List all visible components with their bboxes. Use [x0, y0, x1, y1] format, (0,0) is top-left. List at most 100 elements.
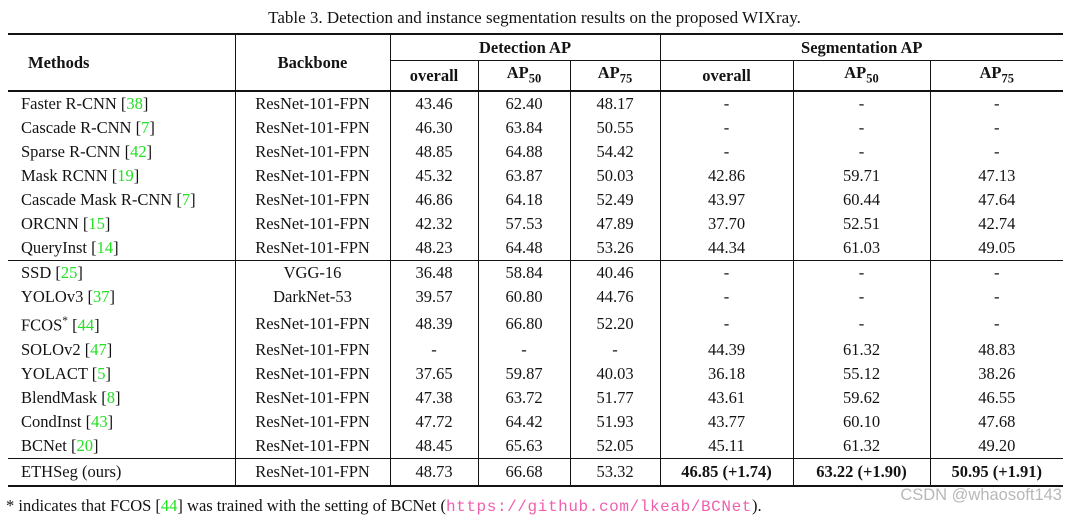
segmentation-ap-value: 43.77 — [660, 409, 794, 434]
method-cell: YOLACT [5] — [8, 361, 236, 386]
citation-number[interactable]: 44 — [160, 495, 178, 515]
detection-ap-value: 47.89 — [570, 212, 661, 237]
table-row: SSD [25] VGG-16 36.48 58.84 40.46- - - — [8, 260, 1064, 286]
backbone-cell: ResNet-101-FPN — [235, 212, 391, 237]
segmentation-ap-value: 59.71 — [793, 164, 931, 189]
citation-number[interactable]: 20 — [76, 435, 93, 455]
col-header-detection-ap50: AP50 — [478, 60, 571, 93]
table-row: CondInst [43] ResNet-101-FPN 47.72 64.42 51.… — [8, 409, 1063, 434]
method-name: Faster R-CNN — [21, 94, 117, 114]
citation-number[interactable]: 42 — [130, 142, 147, 162]
detection-ap-value: 48.45 — [390, 433, 479, 459]
table-row: Cascade R-CNN [7] ResNet-101-FPN 46.30 63.8… — [8, 116, 1063, 141]
segmentation-ap-value: - — [660, 91, 794, 117]
detection-ap-value: 48.85 — [390, 140, 479, 165]
segmentation-ap-value: 44.39 — [660, 337, 794, 362]
table-row: QueryInst [14] ResNet-101-FPN 48.23 64.48 53… — [8, 236, 1063, 261]
segmentation-ap-value: 42.86 — [660, 164, 794, 189]
citation-number[interactable]: 47 — [90, 339, 107, 359]
citation-number[interactable]: 19 — [117, 166, 134, 186]
backbone-cell: ResNet-101-FPN — [235, 409, 391, 434]
detection-ap-value: 36.48 — [390, 260, 479, 286]
method-cell: CondInst [43] — [8, 409, 236, 434]
method-name: ORCNN — [21, 214, 79, 234]
table-row: Sparse R-CNN [42] ResNet-101-FPN 48.85 64.8… — [8, 140, 1063, 165]
detection-ap-value: 48.17 — [570, 91, 661, 117]
citation-number[interactable]: 7 — [181, 190, 191, 210]
segmentation-ap-value: - — [660, 260, 794, 286]
table-row: BCNet [20] ResNet-101-FPN 48.45 65.63 52.05 4… — [8, 433, 1063, 459]
segmentation-ap-value: 47.68 — [978, 411, 1016, 431]
method-name: YOLACT — [21, 363, 88, 383]
footnote-text-suffix: ). — [751, 495, 762, 515]
detection-ap-value: - — [570, 337, 661, 362]
method-cell: YOLOv3 [37] — [8, 285, 236, 310]
col-header-detection-ap75: AP75 — [570, 60, 661, 93]
backbone-cell: DarkNet-53 — [235, 285, 391, 310]
citation-number[interactable]: 37 — [92, 287, 110, 307]
method-name: Sparse R-CNN — [21, 142, 121, 162]
results-table: Methods Backbone Detection AP Segmentati… — [8, 32, 1064, 487]
citation-number[interactable]: 7 — [141, 118, 150, 138]
detection-ap-value: 46.30 — [390, 116, 479, 141]
segmentation-ap-value: 45.11 — [660, 433, 794, 459]
backbone-cell: ResNet-101-FPN — [235, 236, 391, 261]
backbone-cell: ResNet-101-FPN — [235, 140, 391, 165]
detection-ap-value: 64.88 — [478, 140, 571, 165]
table-row: YOLACT [5] ResNet-101-FPN 37.65 59.87 40.03 3… — [8, 361, 1063, 386]
citation-number[interactable]: 14 — [96, 238, 114, 258]
detection-ap-value: 65.63 — [478, 433, 571, 459]
backbone-cell: ResNet-101-FPN — [235, 164, 391, 189]
segmentation-ap-value: - — [793, 309, 931, 338]
segmentation-ap-value: 61.03 — [793, 236, 931, 261]
citation-number[interactable]: 44 — [77, 315, 95, 335]
segmentation-ap-value: 46.55 — [978, 387, 1016, 407]
detection-ap-value: 64.42 — [478, 409, 571, 434]
backbone-cell: ResNet-101-FPN — [235, 309, 391, 338]
backbone-cell: ResNet-101-FPN — [235, 433, 391, 459]
citation-number[interactable]: 15 — [88, 214, 105, 234]
table-row: ORCNN [15] ResNet-101-FPN 42.32 57.53 47.89 3… — [8, 212, 1063, 237]
method-name: QueryInst — [21, 238, 87, 258]
method-name: Cascade Mask R-CNN — [21, 190, 173, 210]
segmentation-ap-value: 49.05 — [978, 238, 1016, 258]
method-cell: Sparse R-CNN [42] — [8, 140, 236, 165]
table-row: Faster R-CNN [38] ResNet-101-FPN 43.46 62.4… — [8, 91, 1063, 117]
backbone-cell: ResNet-101-FPN — [235, 361, 391, 386]
detection-ap-value: 66.68 — [478, 457, 571, 487]
detection-ap-value: 46.86 — [390, 188, 479, 213]
detection-ap-value: 63.84 — [478, 116, 571, 141]
col-header-backbone: Backbone — [235, 32, 391, 93]
segmentation-ap-value: - — [994, 118, 1000, 138]
segmentation-ap-value: 48.83 — [978, 339, 1016, 359]
detection-ap-value: 52.05 — [570, 433, 661, 459]
header-row-metrics: overall AP50 AP75 overall AP50 AP75 — [8, 60, 1064, 93]
col-header-detection-overall: overall — [390, 60, 479, 93]
citation-number[interactable]: 38 — [126, 94, 143, 114]
segmentation-ap-value: 43.61 — [660, 385, 794, 410]
segmentation-ap-value: 46.85 (+1.74) — [660, 457, 794, 487]
method-name: Cascade R-CNN — [21, 118, 132, 138]
segmentation-ap-value: 49.20 — [978, 435, 1016, 455]
method-cell: BlendMask [8] — [8, 385, 236, 410]
segmentation-ap-value: 61.32 — [793, 433, 931, 459]
citation-number[interactable]: 25 — [60, 263, 78, 283]
results-table-header: Methods Backbone Detection AP Segmentati… — [8, 32, 1064, 93]
bcnet-github-link[interactable]: https://github.com/lkeab/BCNet — [445, 497, 752, 516]
segmentation-ap-value: 44.34 — [660, 236, 794, 261]
citation-number[interactable]: 43 — [91, 411, 108, 431]
segmentation-ap-value: - — [930, 260, 1064, 286]
method-name: FCOS — [21, 315, 63, 335]
segmentation-ap-value: 55.12 — [793, 361, 931, 386]
method-cell: Cascade R-CNN [7] — [8, 116, 236, 141]
backbone-cell: ResNet-101-FPN — [235, 116, 391, 141]
segmentation-ap-value: - — [994, 287, 1000, 307]
col-header-methods: Methods — [8, 32, 236, 93]
citation-number[interactable]: 5 — [97, 363, 106, 383]
segmentation-ap-value: 38.26 — [978, 363, 1016, 383]
detection-ap-value: 60.80 — [478, 285, 571, 310]
segmentation-ap-value: 60.10 — [793, 409, 931, 434]
citation-number[interactable]: 8 — [106, 387, 115, 407]
detection-ap-value: 62.40 — [478, 91, 571, 117]
detection-ap-value: 63.72 — [478, 385, 571, 410]
